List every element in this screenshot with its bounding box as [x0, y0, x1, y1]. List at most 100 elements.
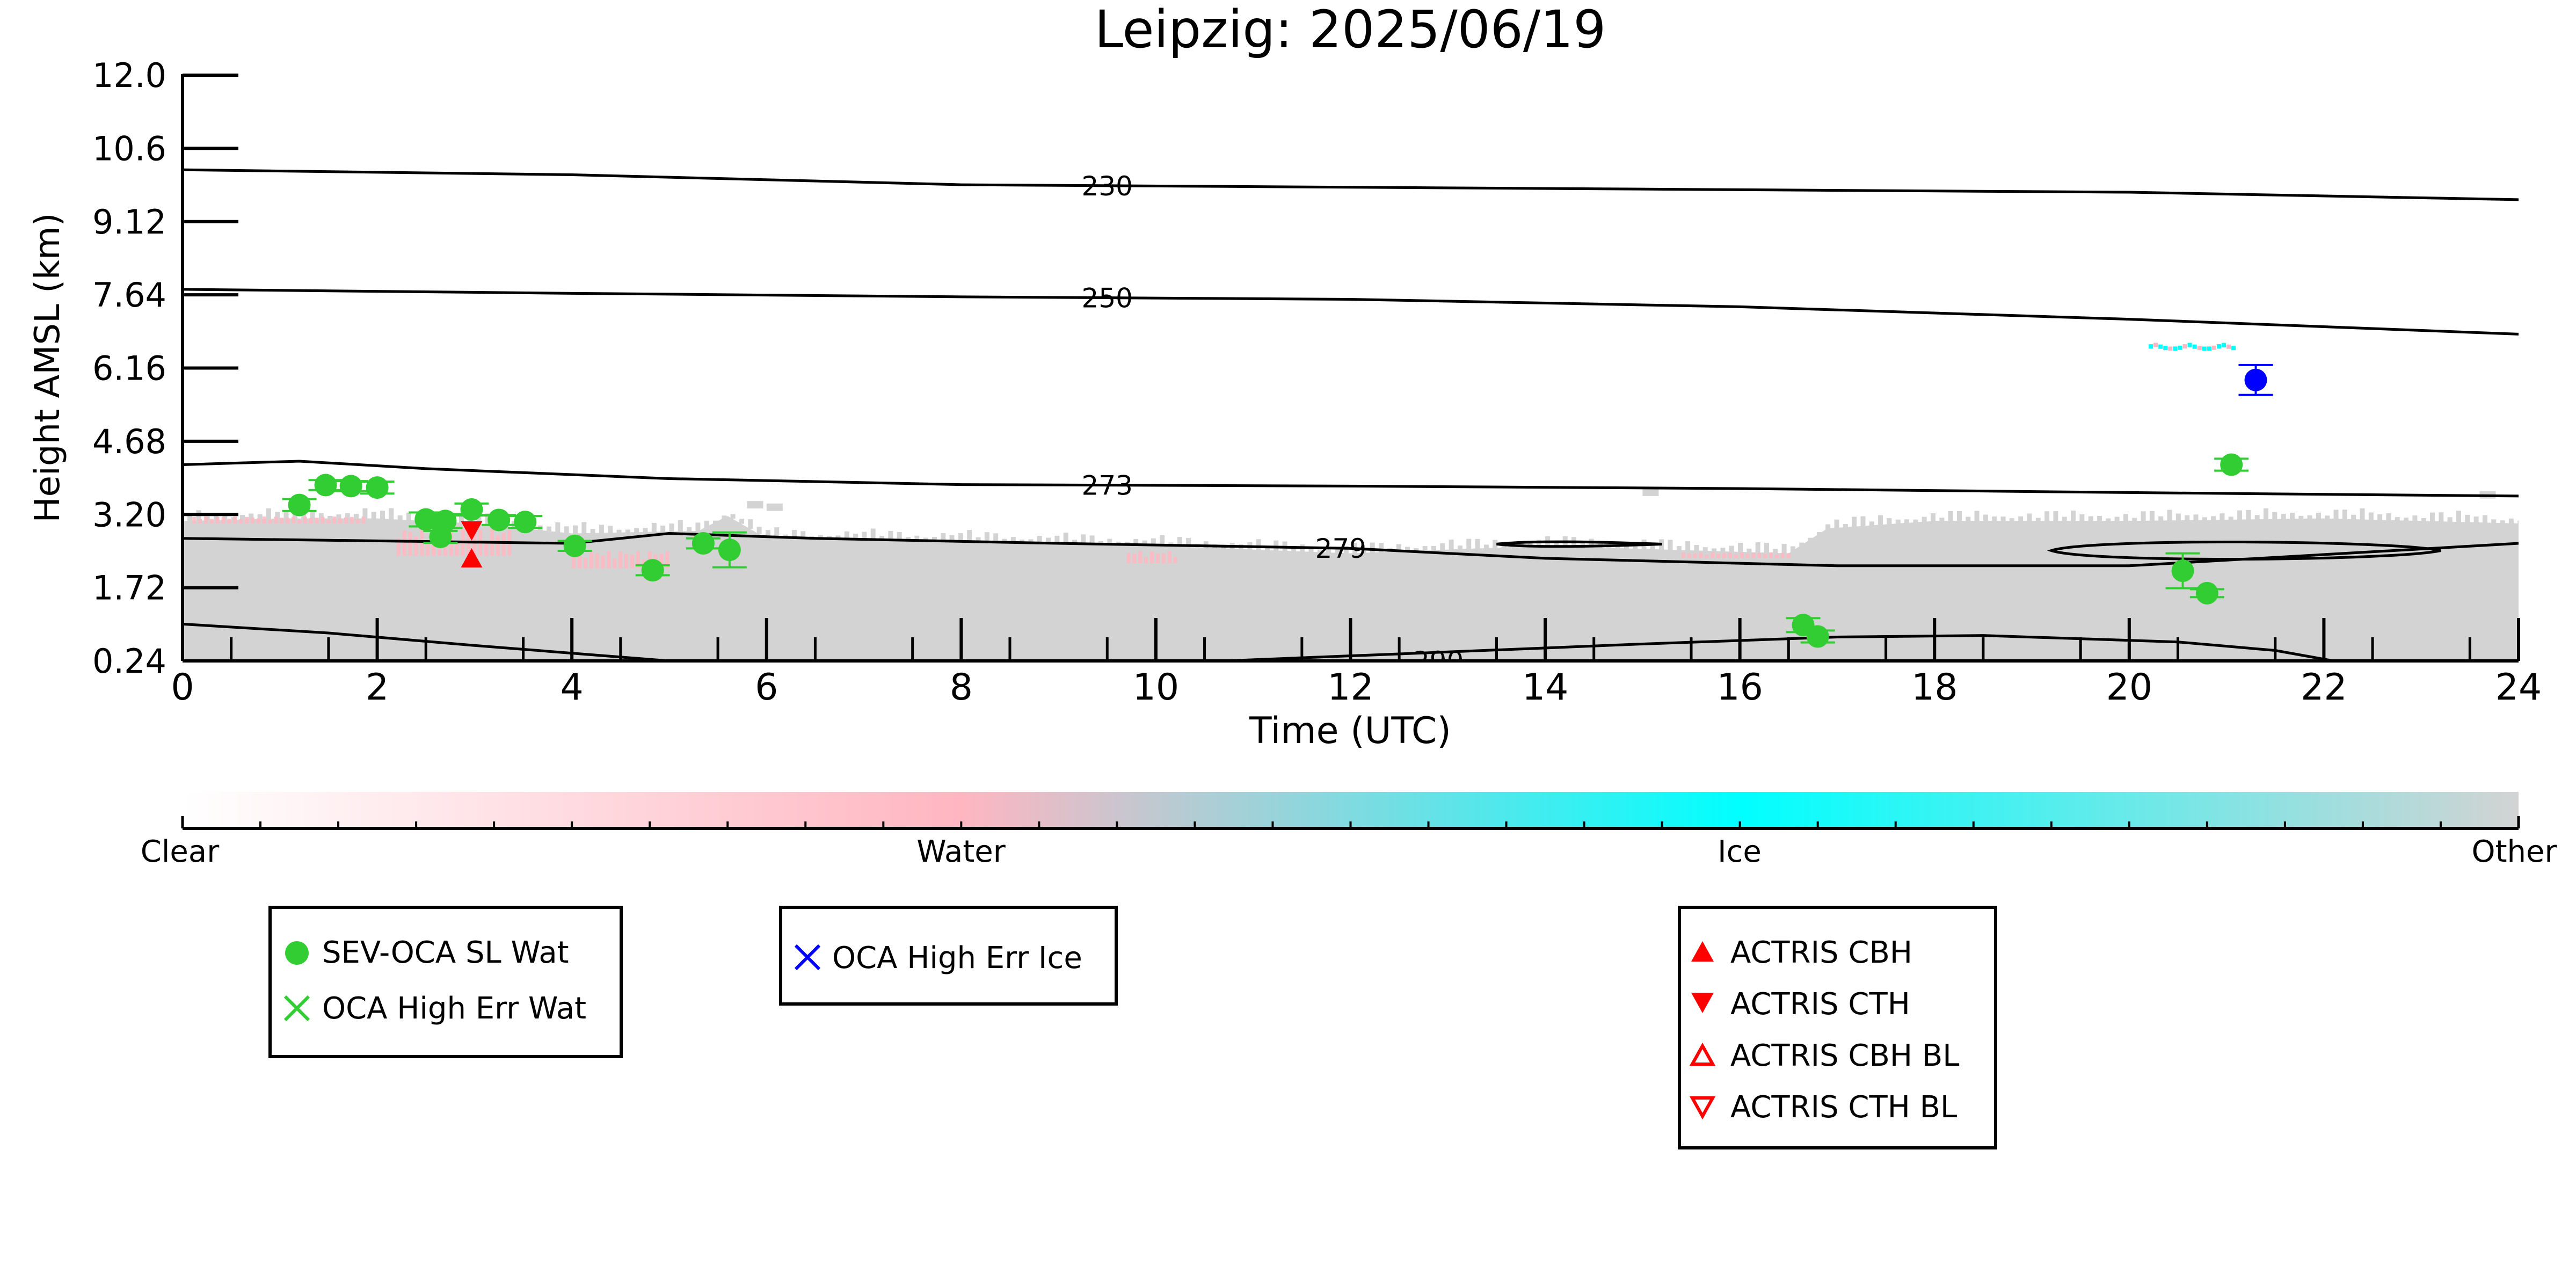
cloud-fringe: [1081, 534, 1086, 545]
cloud-fringe: [1966, 516, 1971, 522]
data-point-circle: [366, 476, 389, 499]
cloud-fringe: [336, 514, 341, 520]
cloud-fringe: [1151, 538, 1156, 547]
cloud-fringe: [599, 525, 604, 534]
data-point-triangle-up: [461, 548, 483, 567]
cloud-fringe: [1422, 546, 1428, 552]
cloud-fringe: [2193, 514, 2199, 521]
x-tick-label: 8: [950, 666, 973, 709]
water-patch: [274, 516, 278, 523]
y-tick-label: 9.12: [92, 202, 166, 242]
water-patch: [355, 519, 360, 523]
water-patch: [472, 534, 477, 556]
water-patch: [1173, 556, 1177, 564]
cloud-fringe: [249, 513, 254, 521]
cloud-fringe: [2018, 516, 2024, 522]
water-patch: [1705, 555, 1709, 558]
water-patch: [1126, 552, 1131, 564]
cloud-fringe: [1160, 535, 1165, 547]
water-patch: [321, 516, 325, 523]
x-tick-label: 10: [1133, 666, 1180, 709]
colorbar: Clear Water Ice Other: [141, 792, 2557, 869]
chart-title: Leipzig: 2025/06/19: [1095, 0, 1606, 60]
legend-water: SEV-OCA SL Wat OCA High Err Wat: [268, 906, 623, 1058]
ice-patch: [2178, 345, 2182, 350]
cloud-fringe: [2491, 519, 2497, 524]
data-series: [282, 363, 2273, 648]
cloud-fringe: [1930, 513, 1935, 522]
cloud-fringe: [1694, 545, 1699, 552]
data-point-circle: [429, 525, 452, 548]
cloud-fringe: [2508, 518, 2514, 525]
legend-ice: OCA High Err Ice: [779, 906, 1118, 1006]
cloud-fringe: [572, 525, 578, 535]
water-patch: [1763, 554, 1767, 558]
cloud-fringe: [581, 522, 587, 535]
contour-label: 230: [1082, 171, 1133, 202]
cloud-fringe: [345, 513, 350, 520]
cloud-fringe: [2228, 516, 2233, 521]
cloud-fringe: [266, 508, 271, 520]
water-patch: [1132, 554, 1137, 564]
cloud-fringe: [362, 508, 368, 520]
water-patch: [1786, 553, 1791, 558]
cloud-fringe: [713, 520, 718, 525]
cloud-fringe: [187, 513, 193, 522]
cloud-fringe: [2035, 518, 2041, 522]
cloud-fringe: [2254, 515, 2260, 521]
water-patch: [303, 516, 307, 523]
data-point-circle: [563, 534, 586, 557]
contour-label: 250: [1082, 283, 1133, 314]
cloud-fringe: [1063, 532, 1068, 545]
cloud-fringe: [1773, 549, 1778, 554]
cloud-fringe: [1816, 532, 1822, 536]
cloud-fringe: [2316, 513, 2321, 520]
cloud-fringe: [1317, 549, 1322, 554]
water-patch: [250, 517, 254, 523]
x-tick-label: 2: [366, 666, 389, 709]
water-patch: [239, 519, 243, 523]
cloud-fringe: [2517, 520, 2519, 525]
cloud-fringe: [547, 526, 552, 532]
cloud-fringe: [1361, 549, 1366, 554]
cloud-fringe: [2412, 515, 2418, 522]
cloud-fringe: [2404, 518, 2409, 522]
cloud-fringe: [2053, 511, 2058, 522]
water-patch: [233, 516, 237, 523]
colorbar-label-water: Water: [916, 834, 1006, 869]
x-tick-label: 16: [1716, 666, 1763, 709]
cloud-fringe: [1107, 539, 1112, 546]
x-tick-label: 22: [2301, 666, 2347, 709]
cloud-fringe: [932, 537, 937, 542]
cloud-fringe: [239, 514, 245, 521]
water-patch: [350, 516, 354, 523]
cloud-fringe: [1799, 542, 1804, 548]
cloud-fringe: [888, 530, 893, 541]
cloud-fringe: [687, 527, 692, 533]
cloud-fringe: [2027, 513, 2032, 522]
ice-patch: [2216, 344, 2221, 349]
data-point-circle: [641, 559, 664, 582]
data-point-circle: [487, 508, 511, 532]
data-point-circle: [339, 475, 362, 498]
water-patch: [607, 551, 611, 569]
cloud-fringe: [1869, 521, 1874, 527]
cloud-fringe: [608, 526, 613, 534]
water-patch: [501, 533, 506, 556]
water-patch: [396, 539, 401, 556]
cloud-fringe: [257, 514, 263, 520]
water-patch: [338, 518, 343, 523]
cloud-fringe: [730, 514, 736, 519]
cloud-fringe: [564, 526, 569, 534]
cloud-fringe: [1747, 548, 1752, 554]
cloud-fringe: [1072, 540, 1078, 545]
data-point-circle: [460, 498, 483, 521]
cloud-fringe: [2386, 513, 2391, 521]
cloud-fringe: [1046, 537, 1051, 544]
cloud-fringe: [1326, 547, 1331, 554]
cloud-fringe: [643, 528, 648, 533]
cloud-fringe: [2167, 510, 2172, 522]
data-point-circle: [288, 493, 311, 516]
